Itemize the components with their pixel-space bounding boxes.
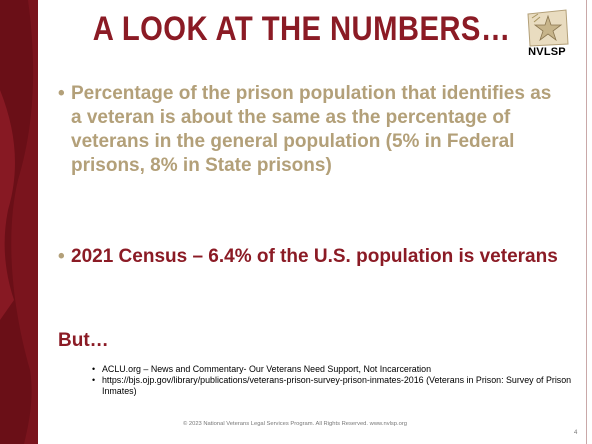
reference-item[interactable]: • ACLU.org – News and Commentary- Our Ve… — [92, 364, 582, 375]
reference-text: ACLU.org – News and Commentary- Our Vete… — [102, 364, 432, 374]
left-decorative-band — [0, 0, 38, 444]
reference-list: • ACLU.org – News and Commentary- Our Ve… — [92, 364, 582, 397]
slide-title: A LOOK AT THE NUMBERS… — [92, 10, 511, 48]
bullet-glyph: • — [58, 246, 65, 267]
bullet-census: • 2021 Census – 6.4% of the U.S. populat… — [58, 245, 558, 269]
reference-text: https://bjs.ojp.gov/library/publications… — [102, 375, 572, 396]
bullet-text: 2021 Census – 6.4% of the U.S. populatio… — [71, 246, 558, 267]
reference-item[interactable]: • https://bjs.ojp.gov/library/publicatio… — [92, 375, 582, 397]
bullet-prison-percentage: • Percentage of the prison population th… — [58, 82, 558, 178]
star-seal-icon — [527, 9, 569, 47]
copyright-footer: © 2023 National Veterans Legal Services … — [182, 421, 408, 427]
right-border-line — [586, 0, 587, 444]
logo-label: NVLSP — [528, 46, 566, 58]
bullet-text: Percentage of the prison population that… — [71, 83, 552, 176]
bullet-glyph: • — [92, 364, 96, 374]
nvlsp-logo: NVLSP — [522, 8, 572, 62]
bullet-glyph: • — [58, 83, 65, 104]
but-heading: But… — [58, 330, 109, 351]
bullet-glyph: • — [92, 375, 96, 385]
page-number: 4 — [574, 430, 578, 436]
